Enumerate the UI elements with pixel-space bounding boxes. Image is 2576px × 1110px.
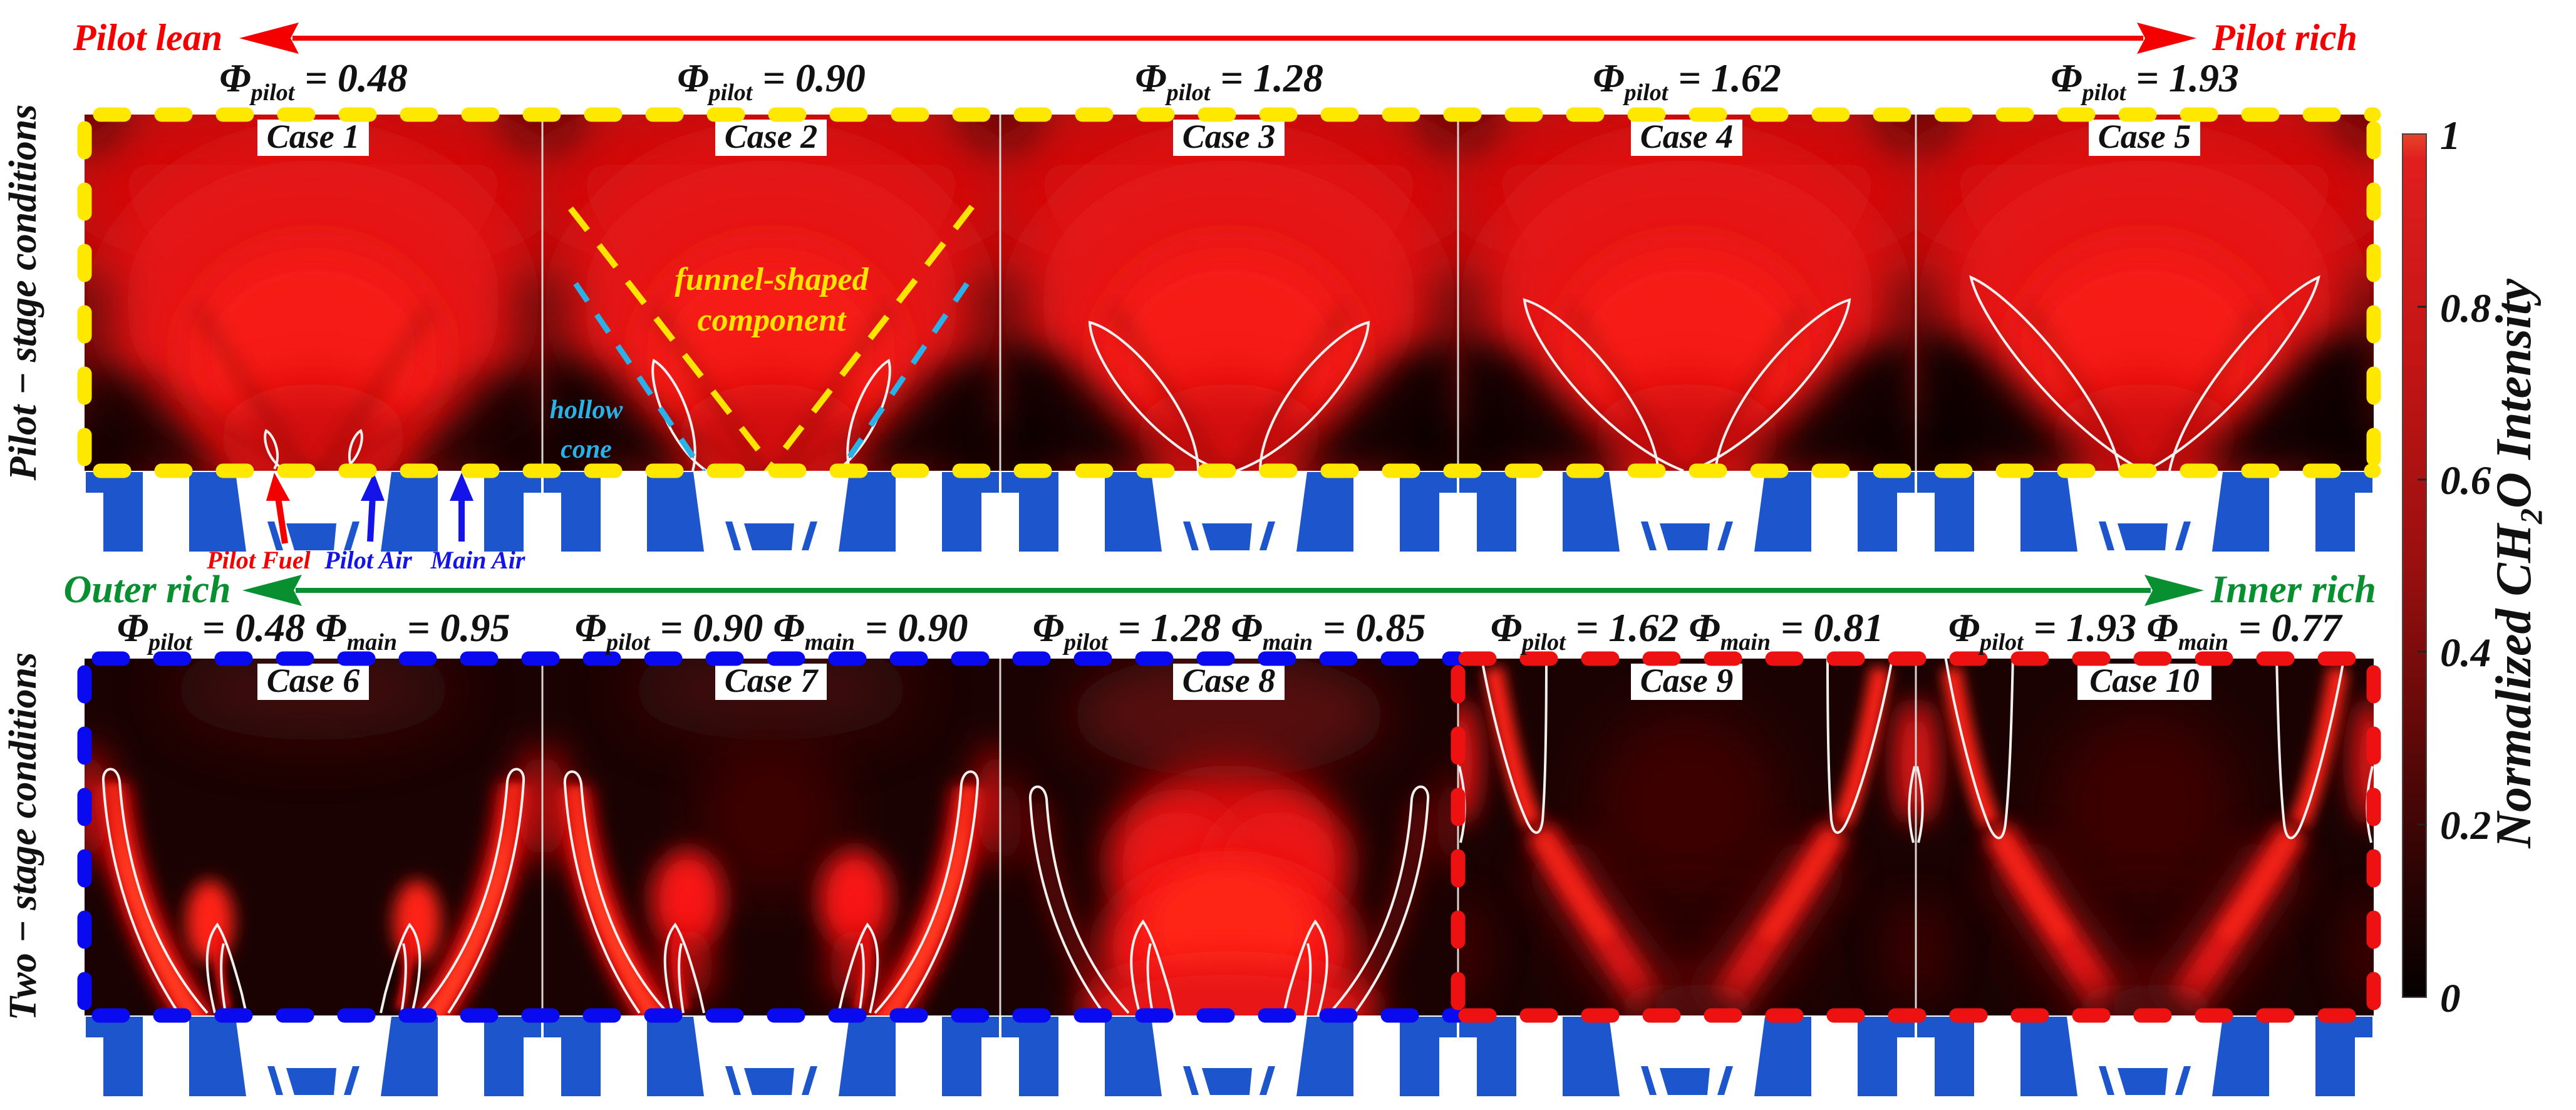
svg-text:Φpilot = 1.62: Φpilot = 1.62	[1593, 56, 1781, 106]
svg-text:Case 2: Case 2	[725, 118, 818, 155]
svg-text:Case 8: Case 8	[1182, 662, 1276, 699]
svg-text:Pilot − stage conditions: Pilot − stage conditions	[2, 105, 44, 481]
svg-text:Pilot rich: Pilot rich	[2211, 17, 2357, 58]
svg-text:0.2: 0.2	[2440, 803, 2491, 848]
svg-text:Φpilot = 1.93: Φpilot = 1.93	[2051, 56, 2239, 106]
svg-text:Outer rich: Outer rich	[64, 568, 231, 611]
svg-text:Inner rich: Inner rich	[2210, 568, 2376, 611]
svg-text:Case 5: Case 5	[2098, 118, 2191, 155]
svg-text:Case 9: Case 9	[1640, 662, 1734, 699]
svg-text:Normalized CH2O Intensity: Normalized CH2O Intensity	[2486, 279, 2548, 849]
svg-text:0.8: 0.8	[2440, 286, 2491, 331]
svg-text:Case 3: Case 3	[1182, 118, 1276, 155]
svg-text:1: 1	[2440, 113, 2461, 158]
svg-text:hollow: hollow	[550, 396, 624, 424]
svg-text:Φpilot = 1.28: Φpilot = 1.28	[1135, 56, 1323, 106]
svg-text:Case 4: Case 4	[1640, 118, 1734, 155]
svg-text:Pilot lean: Pilot lean	[73, 17, 222, 58]
svg-text:Two − stage conditions: Two − stage conditions	[2, 652, 44, 1020]
svg-text:0: 0	[2440, 976, 2461, 1021]
svg-text:Φpilot = 1.28 Φmain = 0.85: Φpilot = 1.28 Φmain = 0.85	[1033, 605, 1426, 655]
svg-text:Pilot Fuel: Pilot Fuel	[206, 546, 311, 574]
svg-text:Case 1: Case 1	[267, 118, 360, 155]
svg-text:funnel-shaped: funnel-shaped	[675, 262, 869, 297]
svg-text:cone: cone	[561, 435, 612, 464]
svg-text:Case 10: Case 10	[2089, 662, 2200, 699]
svg-text:Case 6: Case 6	[267, 662, 360, 699]
svg-text:Φpilot = 0.90: Φpilot = 0.90	[677, 56, 866, 106]
svg-text:Pilot Air: Pilot Air	[324, 546, 412, 574]
svg-text:Φpilot = 0.48: Φpilot = 0.48	[219, 56, 408, 106]
svg-text:Φpilot = 1.62 Φmain = 0.81: Φpilot = 1.62 Φmain = 0.81	[1491, 605, 1884, 655]
svg-text:0.6: 0.6	[2440, 458, 2491, 503]
svg-text:component: component	[698, 302, 847, 338]
svg-text:0.4: 0.4	[2440, 630, 2491, 676]
svg-text:Case 7: Case 7	[725, 662, 819, 699]
svg-text:Main Air: Main Air	[430, 546, 525, 574]
